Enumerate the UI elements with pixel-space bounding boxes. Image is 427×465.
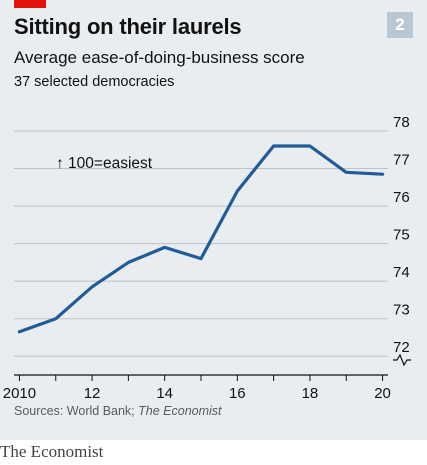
line-chart: 72 73 74 75 76 77 78 2010 12 14 16 18 20 ↑ 100=easi… [3, 114, 411, 402]
chart-number-badge: 2 [387, 12, 413, 38]
chart-sample-note: 37 selected democracies [14, 74, 175, 90]
series [17, 144, 385, 334]
y-tick-label: 77 [393, 152, 410, 169]
x-tick-label: 14 [156, 385, 173, 402]
x-tick-label: 20 [374, 385, 391, 402]
y-axis-ticks: 72 73 74 75 76 77 78 [393, 114, 411, 367]
x-tick-label: 18 [302, 385, 319, 402]
axis-break-mark [393, 353, 411, 367]
red-tag-mark [14, 0, 46, 8]
y-tick-label: 74 [393, 264, 410, 281]
x-tick-label: 16 [229, 385, 246, 402]
scale-annotation: ↑ 100=easiest [56, 155, 153, 172]
source-italic: The Economist [138, 404, 222, 418]
x-tick-label: 12 [84, 385, 101, 402]
source-note: Sources: World Bank; The Economist [14, 404, 222, 418]
source-prefix: Sources: World Bank; [14, 404, 139, 418]
y-tick-label: 72 [393, 339, 410, 356]
chart-subtitle: Average ease-of-doing-business score [14, 48, 305, 67]
brand-wordmark: The Economist [0, 442, 104, 461]
y-tick-label: 75 [393, 227, 410, 244]
x-tick-label: 2010 [3, 385, 36, 402]
y-tick-label: 76 [393, 189, 410, 206]
gridlines [14, 130, 388, 357]
series-line [17, 144, 385, 334]
y-tick-label: 73 [393, 302, 410, 319]
chart-panel: Sitting on their laurels Average ease-of… [0, 0, 427, 440]
x-axis-ticks: 2010 12 14 16 18 20 [3, 375, 391, 402]
y-tick-label: 78 [393, 114, 410, 131]
chart-title: Sitting on their laurels [14, 14, 242, 39]
